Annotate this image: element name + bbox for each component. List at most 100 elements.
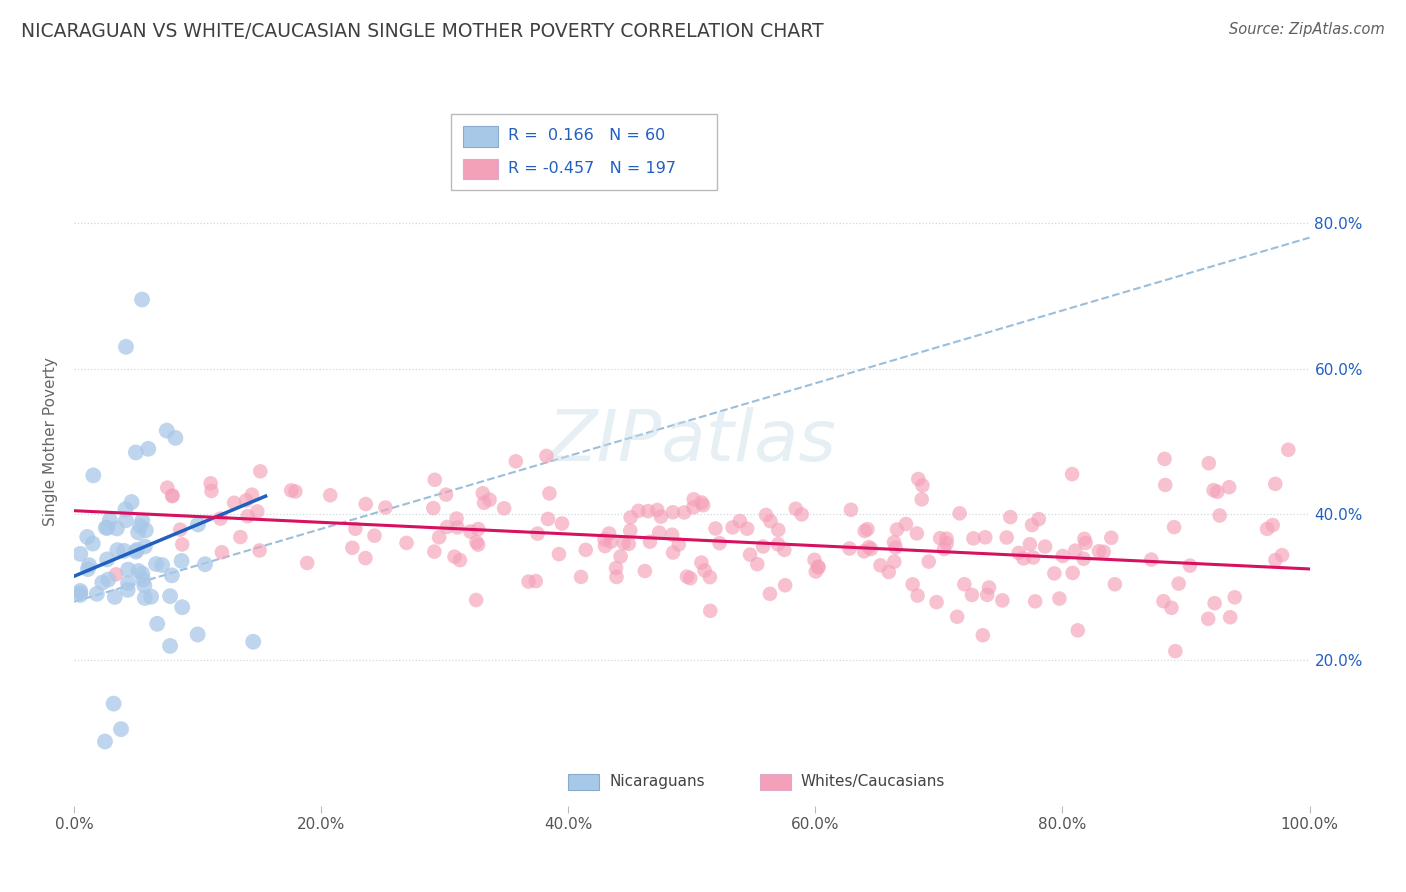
Point [526,526,548,541]
Point [648,525,671,540]
Point [1043,566,1066,581]
Point [858,540,880,554]
Point [1219,610,1241,624]
Point [807,559,830,574]
Point [374,500,396,515]
Point [117,576,139,591]
Point [246,504,269,518]
Point [883,555,905,569]
Point [1204,596,1226,610]
Point [94,521,117,535]
Point [1033,540,1056,554]
Point [446,520,468,534]
Point [699,604,721,618]
Point [619,524,641,538]
Point [935,536,957,550]
Point [478,492,501,507]
Point [209,511,232,525]
Point [569,570,592,584]
Point [112,544,135,558]
Point [1153,451,1175,466]
Point [668,537,690,551]
FancyBboxPatch shape [463,159,498,179]
Point [613,536,636,550]
Point [1264,476,1286,491]
Point [538,486,561,500]
Point [115,340,138,354]
Point [249,464,271,478]
Point [96,521,118,535]
Point [104,590,127,604]
Point [517,574,540,589]
Point [699,570,721,584]
Point [97,573,120,587]
Point [467,522,489,536]
Point [249,543,271,558]
Y-axis label: Single Mother Poverty: Single Mother Poverty [44,357,58,526]
Point [129,519,152,533]
Point [949,506,972,520]
Point [766,537,789,551]
Point [242,634,264,648]
Point [1000,510,1022,524]
Point [905,526,928,541]
Point [728,514,751,528]
Point [673,506,696,520]
Point [127,525,149,540]
Point [1178,558,1201,573]
Point [465,593,488,607]
Point [804,565,827,579]
Point [853,524,876,538]
Point [146,616,169,631]
Point [125,542,148,557]
Point [721,520,744,534]
Point [82,468,104,483]
Point [679,571,702,585]
Point [132,573,155,587]
Point [735,522,758,536]
Point [145,557,167,571]
Point [354,497,377,511]
Point [755,508,778,522]
Point [187,517,209,532]
Point [600,534,623,549]
Point [446,511,468,525]
Point [1152,594,1174,608]
Point [211,545,233,559]
Point [1202,483,1225,497]
Point [460,524,482,539]
Point [759,514,782,528]
Point [662,505,685,519]
Point [494,501,516,516]
Point [434,488,457,502]
Point [449,553,471,567]
Point [953,577,976,591]
Point [105,543,128,558]
Point [911,492,934,507]
Point [105,567,128,582]
Point [1164,644,1187,658]
Point [869,558,891,573]
Point [69,547,91,561]
Point [1163,520,1185,534]
Point [224,496,246,510]
Point [692,498,714,512]
Point [1140,552,1163,566]
Point [637,504,659,518]
Point [1261,518,1284,533]
Point [907,589,929,603]
Point [620,510,643,524]
FancyBboxPatch shape [451,114,717,190]
Point [436,520,458,534]
Point [139,590,162,604]
Point [627,504,650,518]
Point [1197,612,1219,626]
Point [785,501,807,516]
Point [134,591,156,605]
Point [134,540,156,554]
Point [1062,566,1084,580]
Point [443,549,465,564]
Point [1047,591,1070,606]
Point [103,697,125,711]
Point [162,489,184,503]
